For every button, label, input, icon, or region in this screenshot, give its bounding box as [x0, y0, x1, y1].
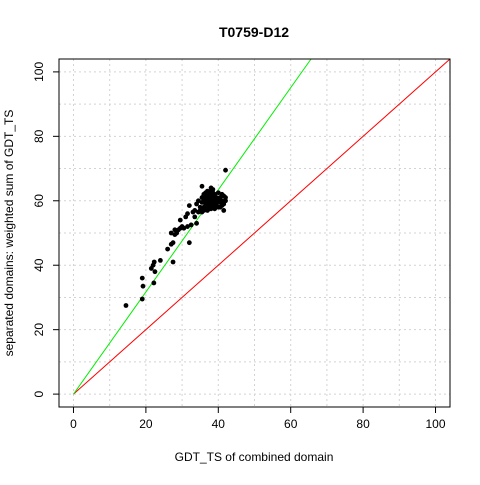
grid	[59, 59, 450, 407]
data-point	[188, 222, 194, 228]
y-tick-label: 40	[32, 258, 46, 272]
data-point	[177, 217, 183, 223]
chart-title: T0759-D12	[219, 24, 289, 40]
data-point	[139, 296, 145, 302]
plot-frame	[58, 58, 451, 408]
identity-reference-line	[73, 58, 451, 395]
data-point	[223, 198, 228, 204]
data-point	[157, 257, 163, 263]
x-tick-label: 20	[139, 417, 153, 431]
data-point	[139, 275, 145, 281]
data-point	[192, 208, 198, 213]
x-tick-label: 80	[356, 417, 370, 431]
y-tick-label: 20	[32, 323, 46, 337]
data-point	[215, 190, 221, 196]
y-tick-label: 80	[32, 129, 46, 143]
y-tick-label: 0	[32, 390, 46, 397]
data-point	[185, 211, 190, 217]
data-point	[194, 220, 199, 226]
x-tick-label: 0	[70, 417, 77, 431]
y-tick-label: 100	[32, 62, 46, 82]
data-point	[165, 246, 171, 252]
data-point	[199, 183, 205, 189]
y-tick-label: 60	[32, 194, 46, 208]
data-point	[223, 167, 228, 173]
data-point	[185, 224, 190, 229]
x-axis-label: GDT_TS of combined domain	[175, 450, 334, 464]
data-points	[123, 167, 228, 308]
data-point	[170, 259, 176, 265]
y-axis-label: separated domains: weighted sum of GDT_T…	[2, 110, 16, 357]
data-point	[192, 214, 198, 220]
data-point	[151, 259, 157, 265]
data-point	[152, 269, 158, 275]
reference-lines	[73, 58, 451, 395]
x-tick-label: 100	[426, 417, 446, 431]
data-point	[151, 280, 157, 286]
x-tick-label: 60	[284, 417, 298, 431]
data-point	[140, 283, 146, 289]
x-tick-label: 40	[212, 417, 226, 431]
data-point	[186, 203, 192, 209]
data-point	[221, 208, 227, 213]
data-point	[181, 225, 187, 231]
data-point	[186, 240, 192, 246]
data-point	[123, 303, 129, 308]
data-point	[170, 240, 176, 246]
data-point	[197, 204, 203, 210]
data-point	[168, 230, 174, 236]
data-point	[195, 198, 201, 204]
